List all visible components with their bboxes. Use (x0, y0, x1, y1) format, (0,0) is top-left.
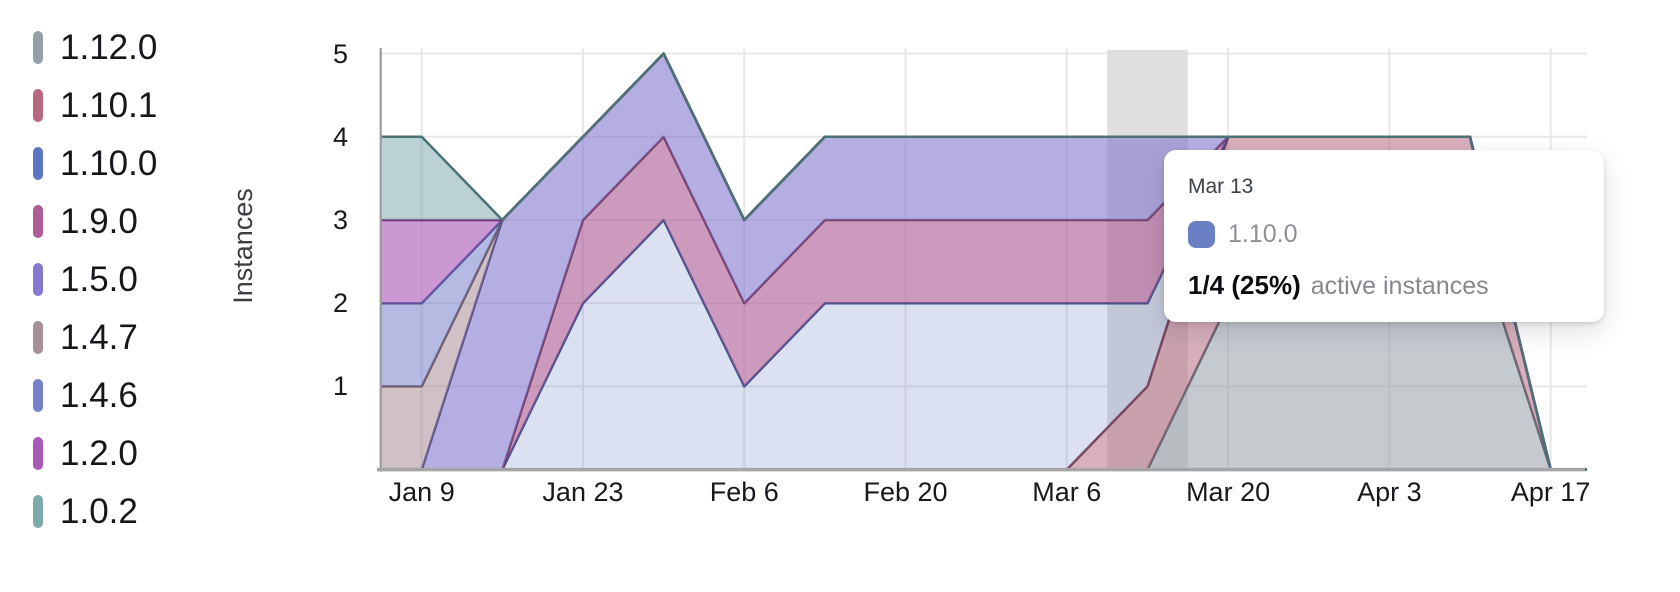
tooltip: Mar 13 1.10.0 1/4 (25%) active instances (1164, 150, 1604, 322)
legend-swatch-icon (33, 262, 43, 296)
tooltip-caption: active instances (1310, 272, 1489, 300)
legend-item-label: 1.4.7 (60, 317, 138, 357)
x-tick-label: Apr 3 (1357, 477, 1422, 507)
legend-item-1-12-0[interactable]: 1.12.0 (33, 27, 157, 67)
y-tick-label: 4 (332, 121, 348, 152)
legend-item-label: 1.5.0 (60, 259, 138, 299)
x-tick-label: Mar 20 (1186, 477, 1271, 507)
legend-item-label: 1.9.0 (60, 201, 138, 241)
legend-item-1-5-0[interactable]: 1.5.0 (33, 259, 138, 299)
legend-item-label: 1.2.0 (60, 433, 138, 473)
y-tick-label: 5 (332, 38, 348, 69)
tooltip-value: 1/4 (25%) (1188, 270, 1301, 300)
legend-swatch-icon (33, 494, 43, 528)
legend-item-label: 1.10.0 (60, 143, 158, 183)
y-tick-label: 3 (332, 205, 348, 235)
x-tick-label: Apr 17 (1510, 477, 1591, 507)
legend-item-label: 1.12.0 (60, 27, 158, 67)
legend-item-1-9-0[interactable]: 1.9.0 (33, 201, 138, 241)
legend-item-label: 1.4.6 (60, 375, 138, 415)
area-1-9-0 (380, 136, 1588, 470)
legend-swatch-icon (33, 204, 43, 238)
legend-swatch-icon (33, 320, 43, 354)
x-tick-label: Feb 6 (709, 477, 779, 507)
legend-item-1-10-0[interactable]: 1.10.0 (33, 143, 157, 183)
x-tick-label: Mar 6 (1032, 477, 1102, 507)
legend-item-label: 1.10.1 (60, 85, 158, 125)
legend-item-label: 1.0.2 (60, 491, 138, 531)
tooltip-series-swatch-icon (1188, 221, 1215, 248)
line-1-0-2 (380, 52, 1588, 471)
x-tick-label: Jan 9 (388, 477, 455, 507)
area-1-5-0 (380, 53, 1588, 470)
legend-item-1-4-7[interactable]: 1.4.7 (33, 317, 138, 357)
x-tick-label: Jan 23 (542, 477, 624, 507)
legend-item-1-2-0[interactable]: 1.2.0 (33, 433, 138, 473)
tooltip-series-label: 1.10.0 (1228, 220, 1298, 248)
y-tick-label: 1 (332, 371, 348, 402)
legend-item-1-4-6[interactable]: 1.4.6 (33, 375, 138, 415)
legend-swatch-icon (33, 146, 43, 180)
legend-item-1-0-2[interactable]: 1.0.2 (33, 491, 138, 531)
legend-swatch-icon (33, 30, 43, 64)
x-tick-label: Feb 20 (863, 477, 948, 507)
legend-swatch-icon (33, 88, 43, 122)
tooltip-date: Mar 13 (1188, 175, 1254, 198)
y-tick-label: 2 (332, 288, 348, 319)
legend-swatch-icon (33, 436, 43, 470)
legend-swatch-icon (33, 378, 43, 412)
legend-item-1-10-1[interactable]: 1.10.1 (33, 85, 157, 125)
